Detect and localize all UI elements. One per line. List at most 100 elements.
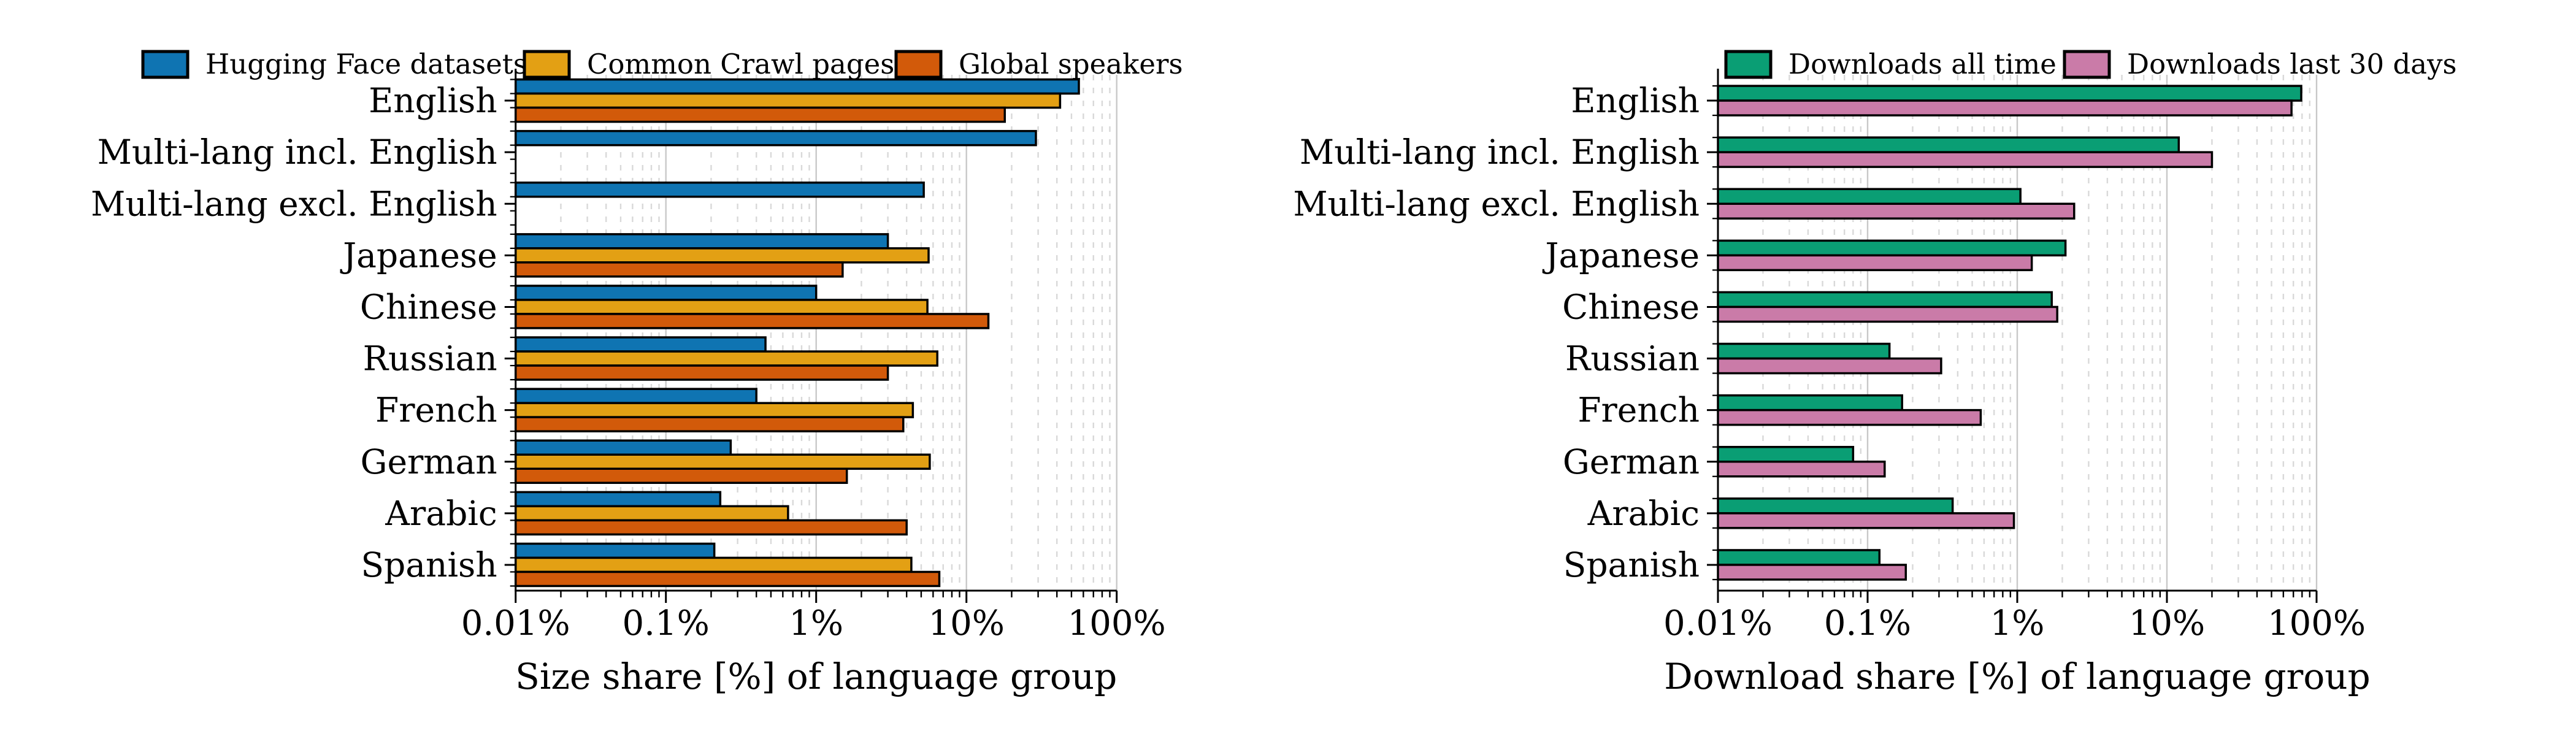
bar-common-crawl-pages-french xyxy=(514,402,914,418)
category-label: German xyxy=(1563,442,1700,481)
category-label: Spanish xyxy=(361,545,497,585)
bar-common-crawl-pages-english xyxy=(514,92,1062,109)
category-label: English xyxy=(369,81,497,120)
category-label: English xyxy=(1571,81,1700,120)
category-label: Chinese xyxy=(360,287,497,326)
bar-downloads-last-30-days-spanish xyxy=(1717,564,1907,581)
category-label: Russian xyxy=(363,339,497,378)
bar-common-crawl-pages-german xyxy=(514,453,931,470)
bar-common-crawl-pages-arabic xyxy=(514,505,789,522)
legend-swatch-common-crawl-pages xyxy=(523,50,571,79)
legend-label: Common Crawl pages xyxy=(587,48,894,80)
bar-downloads-last-30-days-arabic xyxy=(1717,512,2015,529)
bar-downloads-all-time-arabic xyxy=(1717,497,1954,515)
bar-downloads-all-time-spanish xyxy=(1717,549,1881,566)
category-label: German xyxy=(361,442,497,481)
bar-hugging-face-datasets-french xyxy=(514,388,757,404)
bar-downloads-all-time-japanese xyxy=(1717,239,2067,257)
bar-global-speakers-german xyxy=(514,467,848,484)
bar-downloads-last-30-days-japanese xyxy=(1717,254,2033,272)
category-label: Spanish xyxy=(1563,545,1700,585)
category-label: Multi-lang excl. English xyxy=(1293,184,1700,223)
x-tick-label: 1% xyxy=(789,604,843,643)
bar-downloads-all-time-french xyxy=(1717,394,1903,412)
legend: Hugging Face datasets Common Crawl pages G… xyxy=(141,48,1183,80)
bar-global-speakers-arabic xyxy=(514,519,908,536)
x-tick-label: 0.1% xyxy=(1824,604,1911,643)
bar-downloads-last-30-days-chinese xyxy=(1717,305,2058,323)
category-label: Multi-lang incl. English xyxy=(98,132,497,172)
bar-downloads-all-time-russian xyxy=(1717,342,1891,360)
legend-label: Downloads last 30 days xyxy=(2127,48,2457,80)
bar-hugging-face-datasets-russian xyxy=(514,336,767,353)
bar-global-speakers-japanese xyxy=(514,261,844,278)
category-label: Arabic xyxy=(385,494,497,533)
bar-downloads-all-time-german xyxy=(1717,446,1855,463)
x-tick-label: 100% xyxy=(2267,604,2366,643)
bar-downloads-last-30-days-english xyxy=(1717,99,2293,117)
bar-downloads-last-30-days-german xyxy=(1717,461,1886,478)
bars xyxy=(1717,85,2302,581)
legend-swatch-global-speakers xyxy=(894,50,943,79)
bar-hugging-face-datasets-chinese xyxy=(514,285,818,301)
x-tick-label: 100% xyxy=(1068,604,1166,643)
bar-downloads-last-30-days-russian xyxy=(1717,357,1942,375)
x-tick-label: 0.01% xyxy=(461,604,570,643)
bar-global-speakers-russian xyxy=(514,364,889,381)
bar-hugging-face-datasets-japanese xyxy=(514,233,889,250)
legend-swatch-downloads-last-30-days xyxy=(2063,50,2111,79)
x-axis-label: Download share [%] of language group xyxy=(1664,656,2371,697)
category-label: Japanese xyxy=(1542,236,1700,275)
x-tick-label: 0.1% xyxy=(623,604,710,643)
x-tick-label: 1% xyxy=(1990,604,2045,643)
x-tick-labels: 0.01% 0.1% 1% 10% 100% xyxy=(461,604,1166,643)
bar-hugging-face-datasets-german xyxy=(514,439,732,456)
download-share-chart: 0.01% 0.1% 1% 10% 100% English Multi-lang incl… xyxy=(1293,48,2457,697)
x-tick-labels: 0.01% 0.1% 1% 10% 100% xyxy=(1663,604,2366,643)
bar-hugging-face-datasets-arabic xyxy=(514,491,722,508)
bar-common-crawl-pages-russian xyxy=(514,350,938,367)
bar-global-speakers-english xyxy=(514,106,1006,123)
category-label: Russian xyxy=(1565,339,1700,378)
bars xyxy=(514,78,1080,588)
bar-hugging-face-datasets-spanish xyxy=(514,542,716,559)
bar-hugging-face-datasets-multi-lang-incl-english xyxy=(514,129,1037,147)
legend-swatch-downloads-all-time xyxy=(1724,50,1773,79)
bar-global-speakers-spanish xyxy=(514,570,941,588)
legend-swatch-hugging-face-datasets xyxy=(141,50,190,79)
legend-label: Global speakers xyxy=(959,48,1183,80)
category-labels: English Multi-lang incl. English Multi-lan… xyxy=(1293,81,1700,585)
bar-downloads-last-30-days-french xyxy=(1717,408,1982,426)
bar-global-speakers-french xyxy=(514,416,905,432)
axes xyxy=(504,69,1118,603)
bar-common-crawl-pages-japanese xyxy=(514,247,930,264)
category-label: French xyxy=(375,391,497,430)
axes xyxy=(1707,69,2318,603)
bar-common-crawl-pages-spanish xyxy=(514,556,913,573)
bar-downloads-all-time-chinese xyxy=(1717,291,2053,309)
category-label: Multi-lang excl. English xyxy=(91,184,497,223)
bar-downloads-all-time-english xyxy=(1717,85,2302,102)
category-label: Japanese xyxy=(340,236,497,275)
bar-downloads-all-time-multi-lang-excl-english xyxy=(1717,188,2022,205)
bar-hugging-face-datasets-english xyxy=(514,78,1080,95)
legend-label: Hugging Face datasets xyxy=(205,48,527,80)
legend-label: Downloads all time xyxy=(1788,48,2057,80)
bar-hugging-face-datasets-multi-lang-excl-english xyxy=(514,182,925,198)
legend: Downloads all time Downloads last 30 days xyxy=(1724,48,2457,80)
bar-downloads-last-30-days-multi-lang-incl-english xyxy=(1717,151,2214,168)
x-tick-label: 10% xyxy=(928,604,1004,643)
size-share-chart: 0.01% 0.1% 1% 10% 100% English Multi-lang incl… xyxy=(91,48,1183,697)
category-labels: English Multi-lang incl. English Multi-lan… xyxy=(91,81,497,585)
x-tick-label: 0.01% xyxy=(1663,604,1773,643)
bar-common-crawl-pages-chinese xyxy=(514,299,929,315)
category-label: Multi-lang incl. English xyxy=(1300,132,1700,172)
category-label: Arabic xyxy=(1587,494,1700,533)
x-axis-label: Size share [%] of language group xyxy=(515,656,1117,697)
bar-downloads-last-30-days-multi-lang-excl-english xyxy=(1717,202,2076,220)
x-tick-label: 10% xyxy=(2129,604,2205,643)
category-label: French xyxy=(1577,391,1700,430)
category-label: Chinese xyxy=(1562,287,1700,326)
bar-downloads-all-time-multi-lang-incl-english xyxy=(1717,136,2180,153)
